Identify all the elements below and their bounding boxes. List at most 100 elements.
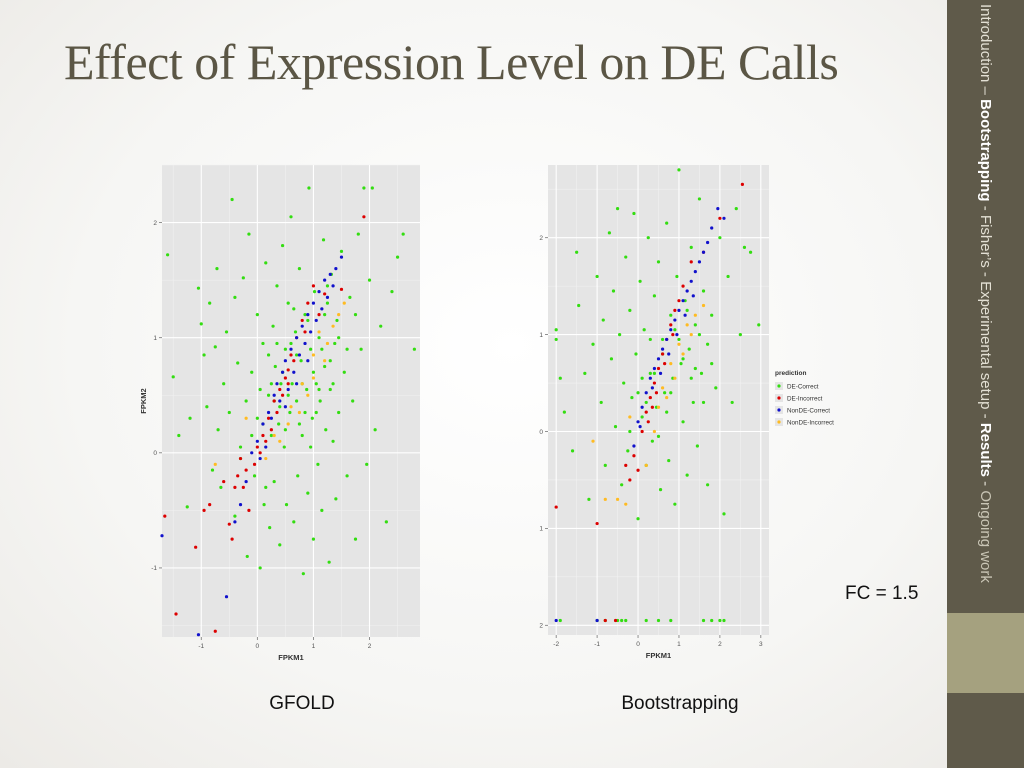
data-point xyxy=(632,211,636,216)
nav-item-ongoing-work[interactable]: Ongoing work xyxy=(977,490,994,583)
data-point xyxy=(233,485,237,489)
data-point xyxy=(681,299,685,303)
nav-item-fishers[interactable]: Fisher’s xyxy=(977,214,994,268)
data-point xyxy=(317,313,321,317)
data-point xyxy=(677,342,681,346)
data-point xyxy=(286,382,290,386)
nav-item-results[interactable]: Results xyxy=(977,422,994,477)
data-point xyxy=(656,357,661,361)
data-point xyxy=(722,512,726,516)
data-point xyxy=(652,381,657,385)
data-point xyxy=(311,376,316,380)
data-point xyxy=(685,473,689,477)
data-point xyxy=(196,286,201,290)
data-point xyxy=(554,337,558,342)
data-point xyxy=(359,347,363,351)
data-point xyxy=(689,332,693,337)
gfold-caption: GFOLD xyxy=(269,693,335,714)
data-point xyxy=(264,261,268,265)
data-point xyxy=(630,395,634,400)
data-point xyxy=(205,405,209,409)
data-point xyxy=(339,249,344,253)
data-point xyxy=(345,474,349,478)
data-point xyxy=(258,456,262,461)
data-point xyxy=(316,462,320,466)
data-point xyxy=(264,445,268,449)
data-point xyxy=(275,410,279,415)
data-point xyxy=(337,336,341,340)
data-point xyxy=(673,328,677,332)
data-point xyxy=(638,279,642,283)
data-point xyxy=(230,537,234,541)
data-point xyxy=(748,250,753,254)
data-point xyxy=(689,279,693,283)
data-point xyxy=(718,236,722,240)
nav-item-introduction[interactable]: Introduction xyxy=(977,4,994,83)
data-point xyxy=(297,353,302,357)
data-point xyxy=(587,497,591,501)
data-point xyxy=(311,537,316,541)
data-point xyxy=(309,445,313,449)
data-point xyxy=(284,503,289,507)
data-point xyxy=(669,323,673,327)
data-point xyxy=(348,295,352,299)
data-point xyxy=(255,416,259,420)
data-point xyxy=(299,359,303,363)
data-point xyxy=(317,336,321,340)
series-de-incorrect xyxy=(163,215,366,633)
data-point xyxy=(342,301,346,305)
data-point xyxy=(648,376,652,380)
data-point xyxy=(215,267,219,271)
data-point xyxy=(669,362,673,366)
data-point xyxy=(261,422,265,426)
data-point xyxy=(208,301,212,305)
nav-item-bootstrapping[interactable]: Bootstrapping xyxy=(977,99,994,202)
data-point xyxy=(261,433,265,438)
data-point xyxy=(663,362,667,366)
data-point xyxy=(233,520,237,524)
data-point xyxy=(188,416,192,420)
data-point xyxy=(689,376,693,380)
data-point xyxy=(230,197,234,202)
x-tick-label: 2 xyxy=(368,643,372,650)
data-point xyxy=(275,382,279,386)
data-point xyxy=(367,278,372,282)
data-point xyxy=(219,485,223,489)
data-point xyxy=(642,328,646,332)
data-point xyxy=(562,410,566,414)
data-point xyxy=(286,422,290,426)
data-point xyxy=(636,517,640,521)
data-point xyxy=(716,207,720,211)
data-point xyxy=(278,543,282,547)
data-point xyxy=(224,330,229,334)
data-point xyxy=(601,318,605,322)
data-point xyxy=(665,221,669,225)
y-tick-label: -1 xyxy=(151,565,157,572)
data-point xyxy=(250,370,254,374)
data-point xyxy=(210,468,215,472)
legend-entry: DE-Correct xyxy=(787,384,819,391)
y-tick-label: 2 xyxy=(539,623,543,630)
data-point xyxy=(255,445,259,449)
data-point xyxy=(303,410,307,415)
data-point xyxy=(311,301,316,305)
legend-marker xyxy=(777,384,781,388)
data-point xyxy=(683,313,687,317)
data-point xyxy=(247,232,251,236)
data-point xyxy=(208,503,212,507)
data-point xyxy=(609,357,614,361)
data-point xyxy=(699,371,704,375)
nav-item-experimental-setup[interactable]: Experimental setup xyxy=(977,281,994,410)
data-point xyxy=(632,454,636,458)
data-point xyxy=(722,618,726,623)
data-point xyxy=(613,425,618,429)
data-point xyxy=(693,313,697,317)
data-point xyxy=(656,434,661,438)
data-point xyxy=(300,433,304,438)
data-point xyxy=(289,215,293,219)
data-point xyxy=(669,391,673,395)
data-point xyxy=(337,313,341,317)
data-point xyxy=(681,352,685,356)
data-point xyxy=(339,255,344,259)
data-point xyxy=(300,382,304,386)
